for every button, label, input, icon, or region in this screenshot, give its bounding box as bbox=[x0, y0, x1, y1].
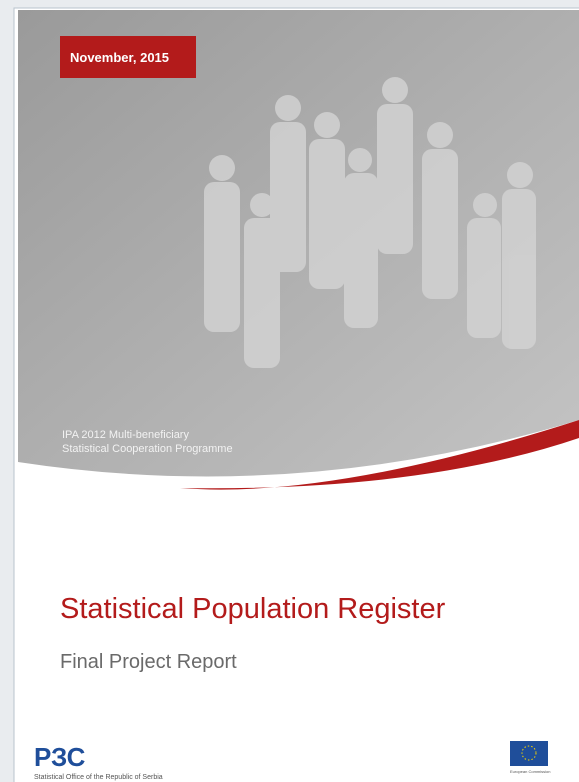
programme-line: Statistical Cooperation Programme bbox=[62, 443, 233, 455]
cover: November, 2015 IPA 2012 Multi-beneficiar… bbox=[0, 0, 579, 782]
programme-line: IPA 2012 Multi-beneficiary bbox=[62, 429, 189, 441]
page: November, 2015 IPA 2012 Multi-beneficiar… bbox=[0, 0, 579, 782]
subtitle: Final Project Report bbox=[60, 651, 237, 673]
eu-label: European Commission bbox=[510, 769, 550, 774]
logo: РЗС bbox=[34, 742, 86, 772]
eu-flag bbox=[510, 741, 548, 766]
title: Statistical Population Register bbox=[60, 593, 446, 625]
office: Statistical Office of the Republic of Se… bbox=[34, 774, 163, 781]
date: November, 2015 bbox=[70, 50, 169, 65]
